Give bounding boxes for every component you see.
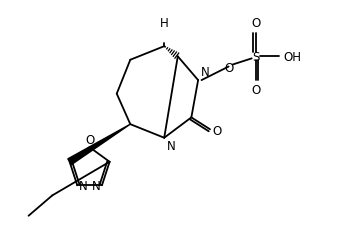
Text: O: O — [85, 133, 94, 146]
Text: OH: OH — [283, 51, 301, 64]
Text: N: N — [167, 140, 176, 153]
Text: N: N — [79, 179, 88, 192]
Polygon shape — [68, 125, 130, 165]
Text: O: O — [212, 125, 222, 138]
Text: O: O — [251, 17, 260, 30]
Text: N: N — [201, 66, 210, 79]
Text: N: N — [92, 179, 100, 192]
Text: O: O — [224, 61, 233, 74]
Text: S: S — [252, 51, 260, 64]
Text: O: O — [251, 84, 260, 97]
Text: H: H — [160, 17, 169, 30]
